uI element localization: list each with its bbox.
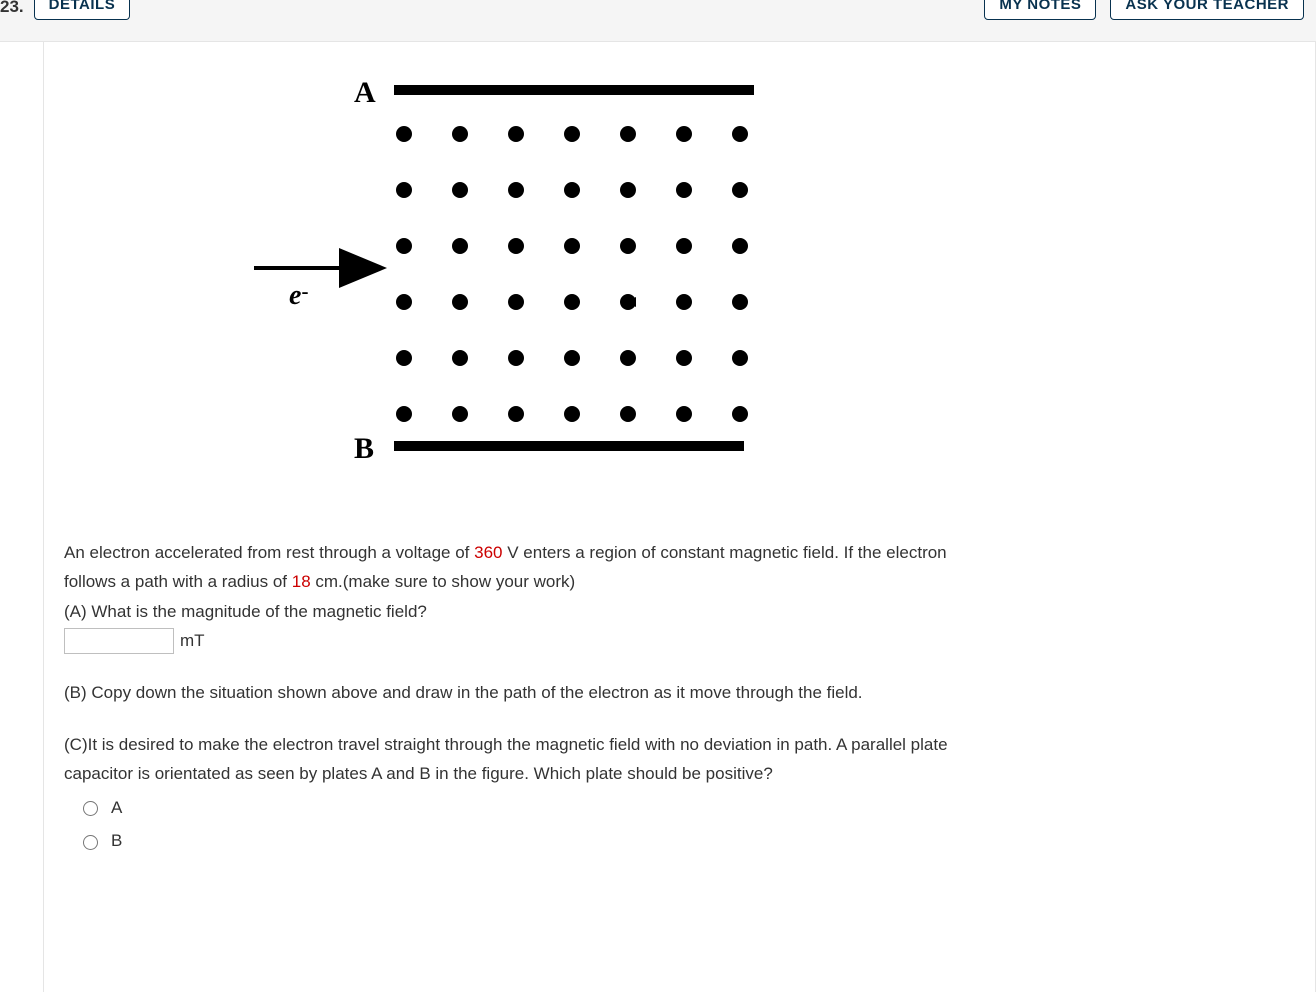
- field-dot: [396, 406, 412, 422]
- physics-figure: A Be-: [234, 72, 1295, 480]
- details-button[interactable]: DETAILS: [34, 0, 131, 20]
- option-a-radio[interactable]: [83, 801, 98, 816]
- part-c-options: A B: [78, 795, 1295, 854]
- field-dot: [620, 406, 636, 422]
- field-dot: [620, 126, 636, 142]
- option-b-label: B: [111, 828, 122, 854]
- field-dot: [508, 182, 524, 198]
- prompt-pre-1: An electron accelerated from rest throug…: [64, 543, 474, 562]
- field-dot: [732, 294, 748, 310]
- field-dot: [676, 350, 692, 366]
- part-a-answer-row: mT: [64, 628, 1295, 654]
- field-dot: [452, 294, 468, 310]
- field-dot: [564, 182, 580, 198]
- field-dot: [564, 238, 580, 254]
- prompt-line-2: follows a path with a radius of 18 cm.(m…: [64, 569, 1295, 595]
- field-dot: [508, 126, 524, 142]
- field-dot: [676, 238, 692, 254]
- part-a-text: (A) What is the magnitude of the magneti…: [64, 599, 1295, 625]
- prompt-pre-2: follows a path with a radius of: [64, 572, 292, 591]
- field-dot: [564, 294, 580, 310]
- field-dot: [732, 126, 748, 142]
- field-dot: [452, 406, 468, 422]
- part-c-line-1: (C)It is desired to make the electron tr…: [64, 732, 1295, 758]
- content: ABe- An electron accelerated from rest t…: [44, 42, 1316, 992]
- topbar: 23. DETAILS MY NOTES ASK YOUR TEACHER: [0, 0, 1316, 42]
- voltage-value: 360: [474, 543, 502, 562]
- content-wrap: ABe- An electron accelerated from rest t…: [0, 42, 1316, 992]
- question-number: 23.: [0, 0, 34, 20]
- field-dot: [732, 350, 748, 366]
- part-b-text: (B) Copy down the situation shown above …: [64, 680, 1295, 706]
- part-a-unit: mT: [180, 628, 205, 654]
- option-b-row[interactable]: B: [78, 828, 1295, 854]
- figure-svg: A Be-: [234, 72, 794, 472]
- field-dot: [564, 406, 580, 422]
- question-page: 23. DETAILS MY NOTES ASK YOUR TEACHER AB…: [0, 0, 1316, 992]
- label-a: A: [354, 76, 376, 109]
- field-dot: [508, 406, 524, 422]
- field-dot: [508, 294, 524, 310]
- field-dot: [396, 182, 412, 198]
- field-dot: [676, 126, 692, 142]
- field-dot: [508, 350, 524, 366]
- option-a-label: A: [111, 795, 122, 821]
- field-dot: [676, 406, 692, 422]
- prompt-post-2: cm.(make sure to show your work): [311, 572, 576, 591]
- field-dot: [508, 238, 524, 254]
- field-dot: [452, 350, 468, 366]
- prompt-post-1: V enters a region of constant magnetic f…: [503, 543, 947, 562]
- field-dot: [396, 350, 412, 366]
- part-a-input[interactable]: [64, 628, 174, 654]
- field-dot: [732, 406, 748, 422]
- field-dot: [564, 126, 580, 142]
- electron-label: e-: [289, 279, 308, 311]
- field-dot: [676, 182, 692, 198]
- field-dot: [396, 126, 412, 142]
- field-dot: [732, 238, 748, 254]
- prompt-line-1: An electron accelerated from rest throug…: [64, 540, 1295, 566]
- ask-teacher-button[interactable]: ASK YOUR TEACHER: [1110, 0, 1304, 20]
- part-c-line-2: capacitor is orientated as seen by plate…: [64, 761, 1295, 787]
- my-notes-button[interactable]: MY NOTES: [984, 0, 1096, 20]
- field-dot: [564, 350, 580, 366]
- field-dot: [396, 294, 412, 310]
- field-dot: [676, 294, 692, 310]
- option-a-row[interactable]: A: [78, 795, 1295, 821]
- field-dot: [452, 238, 468, 254]
- field-dot: [620, 182, 636, 198]
- radius-value: 18: [292, 572, 311, 591]
- field-dot: [620, 238, 636, 254]
- field-dot: [452, 126, 468, 142]
- field-dot: [620, 350, 636, 366]
- field-dot: [452, 182, 468, 198]
- label-b: B: [354, 432, 374, 465]
- left-gutter: [0, 42, 44, 992]
- field-dot: [732, 182, 748, 198]
- option-b-radio[interactable]: [83, 835, 98, 850]
- field-dot: [396, 238, 412, 254]
